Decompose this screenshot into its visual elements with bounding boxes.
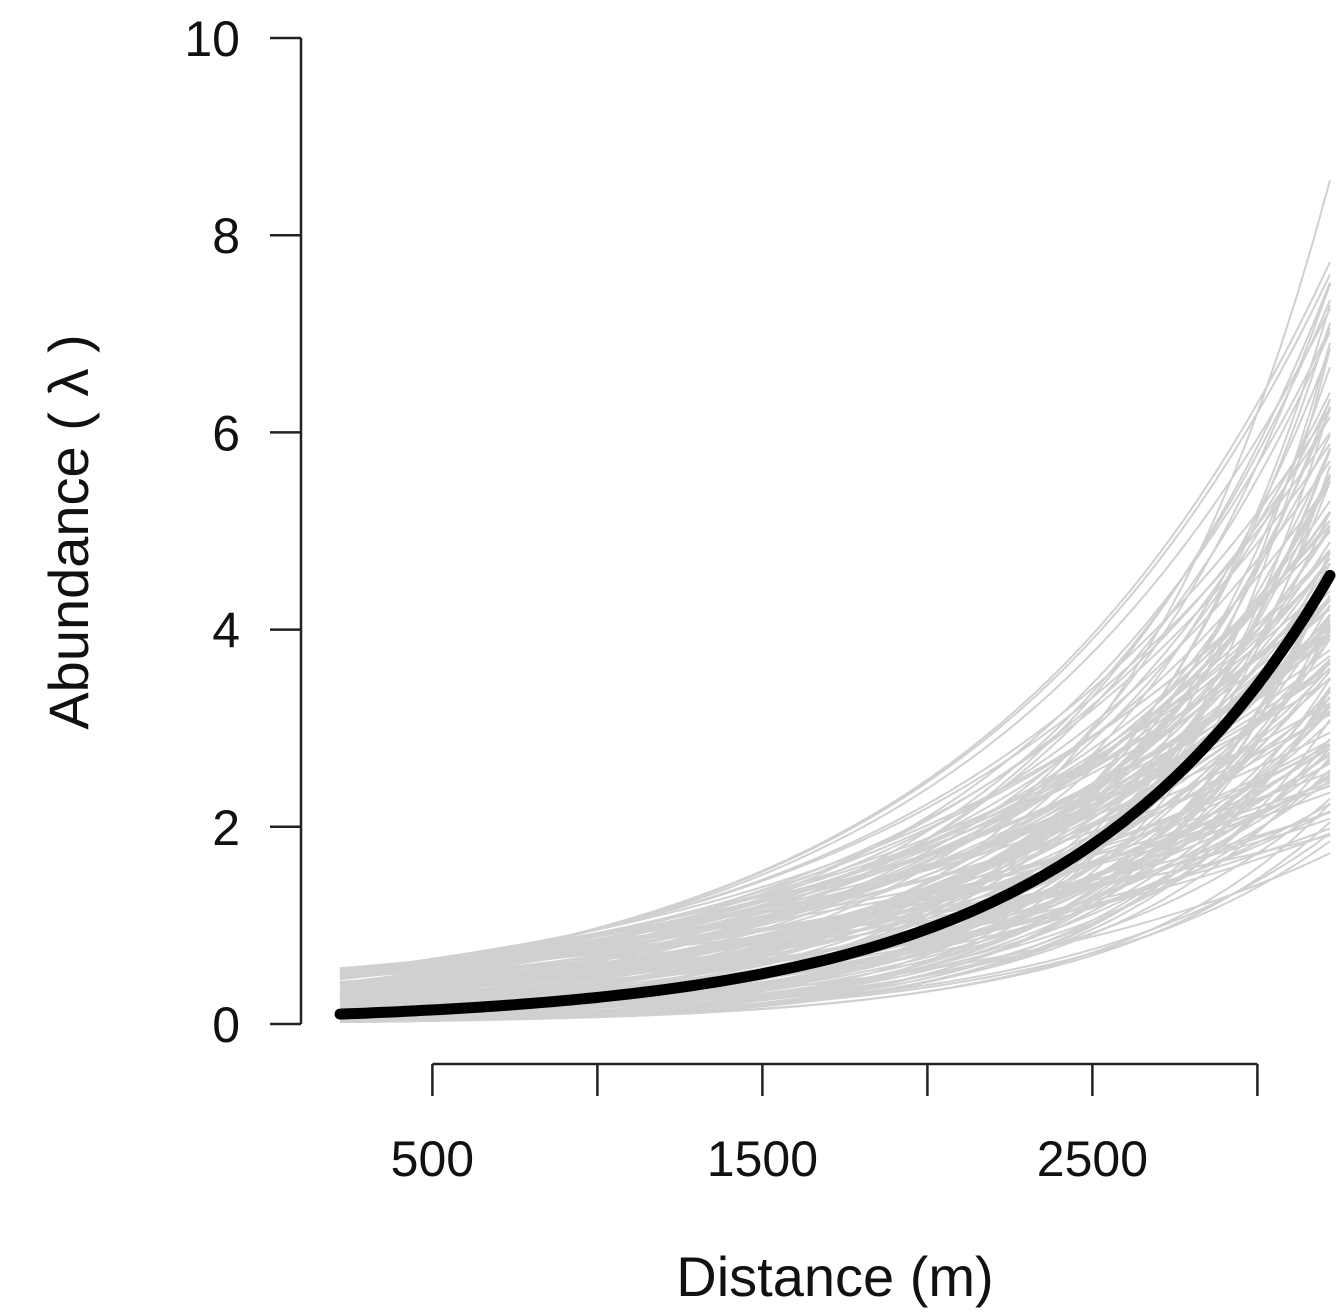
posterior-draw-line: [339, 282, 1331, 1001]
mean-line-layer: [334, 569, 1336, 1020]
posterior-draw-line: [339, 747, 1331, 1019]
posterior-draw-line: [339, 811, 1331, 983]
y-tick-label: 8: [212, 208, 240, 264]
x-tick-label: 500: [391, 1131, 474, 1187]
y-tick-label: 10: [184, 11, 240, 67]
posterior-draw-line: [339, 348, 1331, 1011]
y-tick-label: 4: [212, 603, 240, 659]
posterior-draw-line: [339, 510, 1331, 994]
posterior-draw-line: [339, 634, 1331, 985]
posterior-draw-line: [339, 678, 1331, 974]
x-axis: 500 1500 2500: [391, 1062, 1259, 1187]
x-tick-label: 2500: [1037, 1131, 1148, 1187]
posterior-draw-line: [339, 579, 1331, 992]
posterior-draw-line: [339, 416, 1331, 984]
posterior-draw-line: [339, 551, 1331, 984]
mean-line: [334, 569, 1336, 1020]
posterior-draw-line: [339, 434, 1331, 1007]
y-axis: 0 2 4 6 8 10: [184, 11, 303, 1053]
posterior-draw-line: [339, 331, 1331, 999]
posterior-draw-line: [339, 777, 1331, 997]
y-tick-label: 2: [212, 800, 240, 856]
posterior-draw-line: [339, 299, 1331, 997]
posterior-draw-line: [339, 460, 1331, 985]
posterior-draw-line: [339, 392, 1331, 999]
y-tick-label: 0: [212, 997, 240, 1053]
posterior-draw-line: [339, 832, 1331, 1022]
x-tick-label: 1500: [707, 1131, 818, 1187]
y-tick-label: 6: [212, 405, 240, 461]
posterior-draw-line: [339, 798, 1331, 1020]
posterior-draw-lines: [339, 180, 1331, 1023]
posterior-draw-line: [339, 575, 1331, 1023]
posterior-draw-line: [339, 557, 1331, 997]
posterior-draw-line: [339, 649, 1331, 972]
posterior-draw-line: [339, 677, 1331, 1003]
posterior-draw-line: [339, 531, 1331, 973]
y-axis-title: Abundance ( λ ): [37, 334, 100, 729]
posterior-draw-line: [339, 630, 1331, 1019]
x-axis-title: Distance (m): [676, 1245, 993, 1308]
